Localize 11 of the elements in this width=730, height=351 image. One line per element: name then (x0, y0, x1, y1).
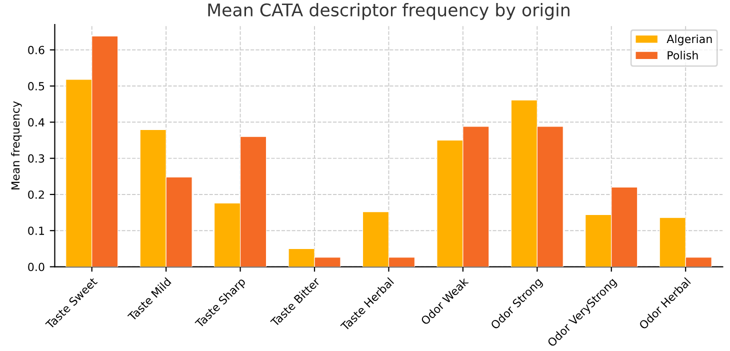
chart-title: Mean CATA descriptor frequency by origin (208, 3, 570, 20)
y-tick-label: 0.2 (28, 190, 44, 199)
y-tick-label: 0.3 (28, 154, 44, 163)
y-tick-label: 0.5 (28, 82, 44, 90)
legend-label: Algerian (666, 34, 712, 46)
y-tick-label: 0.0 (28, 262, 44, 272)
legend-label: Polish (668, 50, 698, 60)
y-tick-label: 0.6 (28, 46, 44, 54)
y-axis-title: Mean frequency (11, 101, 22, 190)
y-tick-label: 0.1 (28, 226, 44, 235)
y-tick-label: 0.4 (28, 118, 44, 127)
